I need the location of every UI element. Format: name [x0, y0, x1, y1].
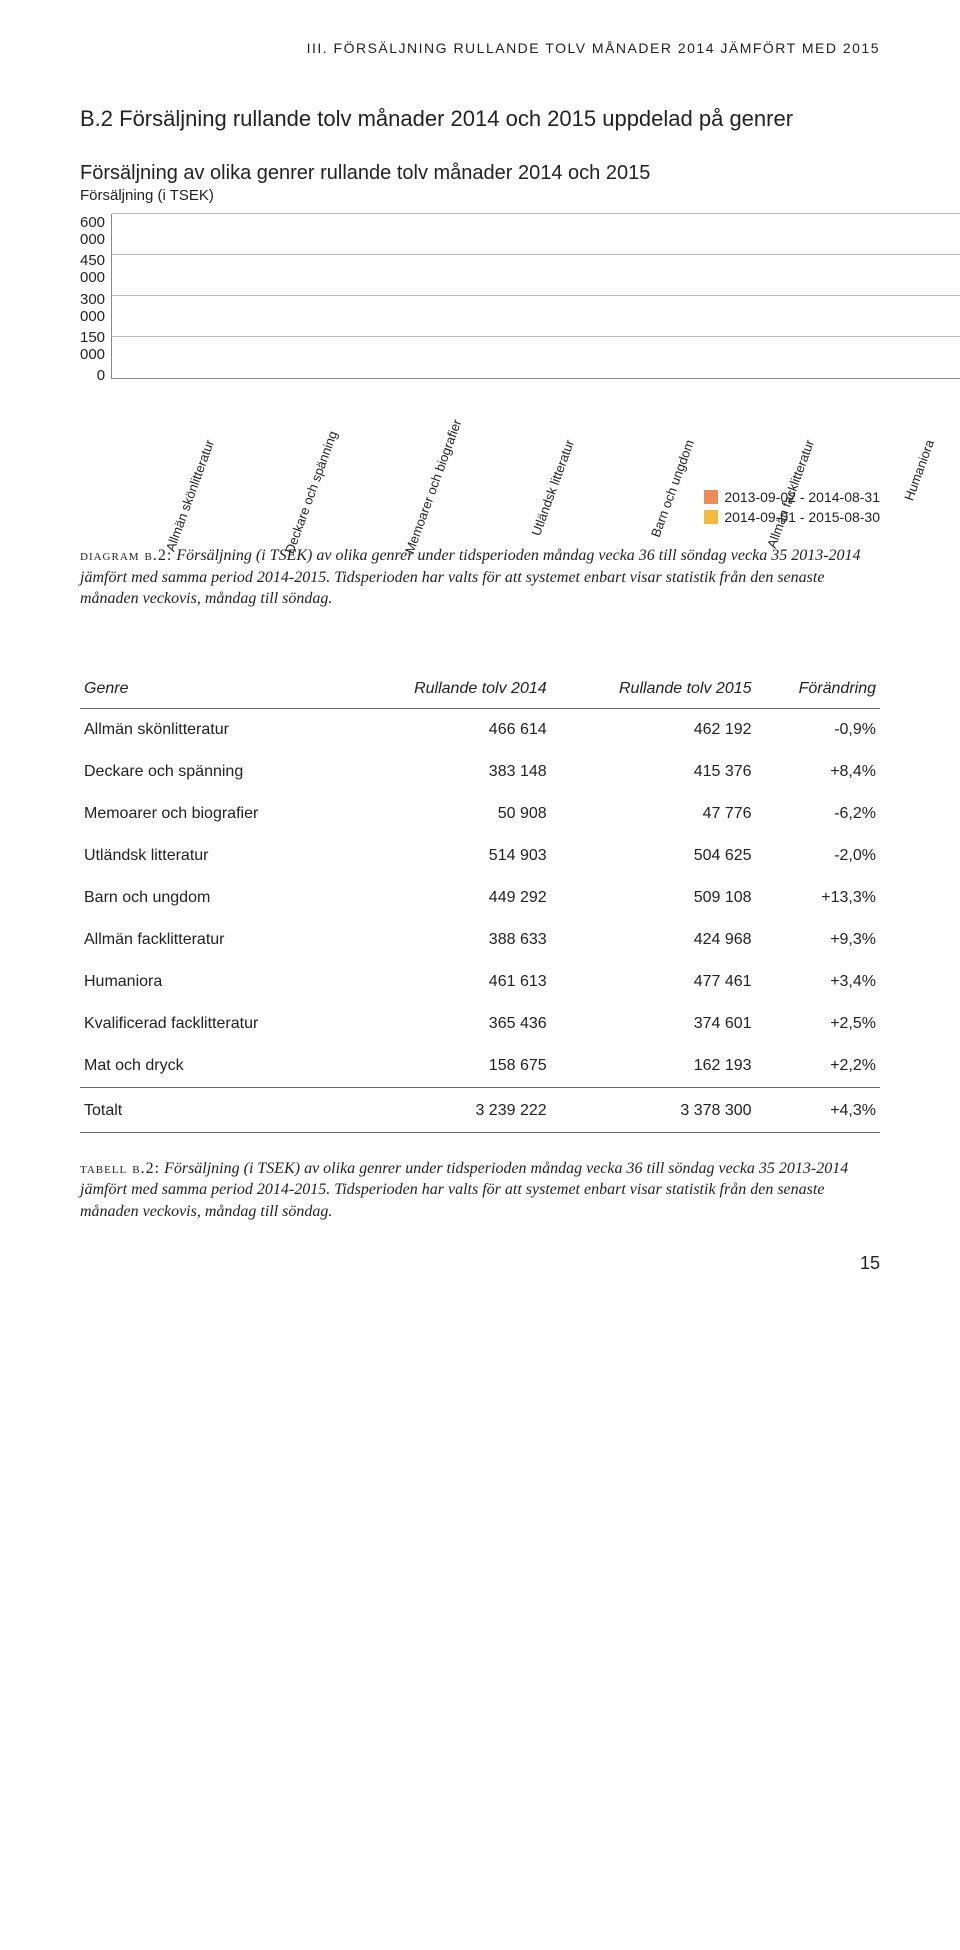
caption-text: Försäljning (i TSEK) av olika genrer und… — [80, 1160, 848, 1220]
table-cell: Totalt — [80, 1087, 346, 1132]
y-tick: 600 000 — [80, 214, 105, 248]
table-cell: Deckare och spänning — [80, 751, 346, 793]
table-cell: 162 193 — [551, 1045, 756, 1088]
y-axis: 600 000 450 000 300 000 150 000 0 — [80, 214, 111, 474]
caption-label: tabell b.2: — [80, 1160, 160, 1177]
table-cell: 462 192 — [551, 708, 756, 751]
data-table: Genre Rullande tolv 2014 Rullande tolv 2… — [80, 670, 880, 1133]
table-row: Deckare och spänning383 148415 376+8,4% — [80, 751, 880, 793]
table-cell: Barn och ungdom — [80, 877, 346, 919]
chart-subtitle: Försäljning (i TSEK) — [80, 187, 880, 204]
table-header: Rullande tolv 2014 — [346, 670, 551, 709]
table-cell: +9,3% — [756, 919, 880, 961]
table-cell: Kvalificerad facklitteratur — [80, 1003, 346, 1045]
page-number: 15 — [80, 1253, 880, 1274]
x-axis-labels: Allmän skönlitteraturDeckare och spännin… — [111, 379, 960, 474]
page-container: III. FÖRSÄLJNING RULLANDE TOLV MÅNADER 2… — [0, 0, 960, 1314]
table-cell: 415 376 — [551, 751, 756, 793]
plot-area — [111, 214, 960, 379]
table-header: Rullande tolv 2015 — [551, 670, 756, 709]
table-cell: -6,2% — [756, 793, 880, 835]
table-cell: Humaniora — [80, 961, 346, 1003]
table-cell: +13,3% — [756, 877, 880, 919]
table-row: Utländsk litteratur514 903504 625-2,0% — [80, 835, 880, 877]
table-cell: 365 436 — [346, 1003, 551, 1045]
table-cell: 504 625 — [551, 835, 756, 877]
table-cell: +4,3% — [756, 1087, 880, 1132]
table-cell: 477 461 — [551, 961, 756, 1003]
table-cell: Allmän skönlitteratur — [80, 708, 346, 751]
y-tick: 150 000 — [80, 329, 105, 363]
table-cell: Allmän facklitteratur — [80, 919, 346, 961]
table-cell: 424 968 — [551, 919, 756, 961]
table-cell: 466 614 — [346, 708, 551, 751]
table-header: Förändring — [756, 670, 880, 709]
table-cell: +2,5% — [756, 1003, 880, 1045]
table-cell: 50 908 — [346, 793, 551, 835]
table-cell: 509 108 — [551, 877, 756, 919]
table-cell: 374 601 — [551, 1003, 756, 1045]
table-cell: +8,4% — [756, 751, 880, 793]
table-row: Allmän facklitteratur388 633424 968+9,3% — [80, 919, 880, 961]
table-cell: Memoarer och biografier — [80, 793, 346, 835]
table-row: Memoarer och biografier50 90847 776-6,2% — [80, 793, 880, 835]
table-cell: Utländsk litteratur — [80, 835, 346, 877]
table-cell: 449 292 — [346, 877, 551, 919]
table-row: Kvalificerad facklitteratur365 436374 60… — [80, 1003, 880, 1045]
table-cell: 158 675 — [346, 1045, 551, 1088]
bar-chart: 600 000 450 000 300 000 150 000 0 Allmän… — [80, 214, 880, 474]
table-total-row: Totalt3 239 2223 378 300+4,3% — [80, 1087, 880, 1132]
table-cell: -2,0% — [756, 835, 880, 877]
table-cell: 388 633 — [346, 919, 551, 961]
table-row: Barn och ungdom449 292509 108+13,3% — [80, 877, 880, 919]
table-cell: 47 776 — [551, 793, 756, 835]
chart-title: Försäljning av olika genrer rullande tol… — [80, 162, 880, 185]
table-row: Allmän skönlitteratur466 614462 192-0,9% — [80, 708, 880, 751]
table-cell: 514 903 — [346, 835, 551, 877]
x-label: Allmän skönlitteratur — [111, 379, 231, 474]
table-header: Genre — [80, 670, 346, 709]
table-cell: 3 239 222 — [346, 1087, 551, 1132]
caption-label: diagram b.2: — [80, 547, 172, 564]
table-cell: +3,4% — [756, 961, 880, 1003]
y-tick: 450 000 — [80, 252, 105, 286]
table-cell: 383 148 — [346, 751, 551, 793]
y-tick: 0 — [97, 367, 105, 384]
table-cell: 461 613 — [346, 961, 551, 1003]
table-row: Humaniora461 613477 461+3,4% — [80, 961, 880, 1003]
table-caption: tabell b.2: Försäljning (i TSEK) av olik… — [80, 1158, 880, 1223]
section-title: B.2 Försäljning rullande tolv månader 20… — [80, 106, 880, 132]
table-row: Mat och dryck158 675162 193+2,2% — [80, 1045, 880, 1088]
table-cell: +2,2% — [756, 1045, 880, 1088]
table-cell: 3 378 300 — [551, 1087, 756, 1132]
table-cell: Mat och dryck — [80, 1045, 346, 1088]
y-tick: 300 000 — [80, 291, 105, 325]
page-header: III. FÖRSÄLJNING RULLANDE TOLV MÅNADER 2… — [80, 40, 880, 56]
table-cell: -0,9% — [756, 708, 880, 751]
